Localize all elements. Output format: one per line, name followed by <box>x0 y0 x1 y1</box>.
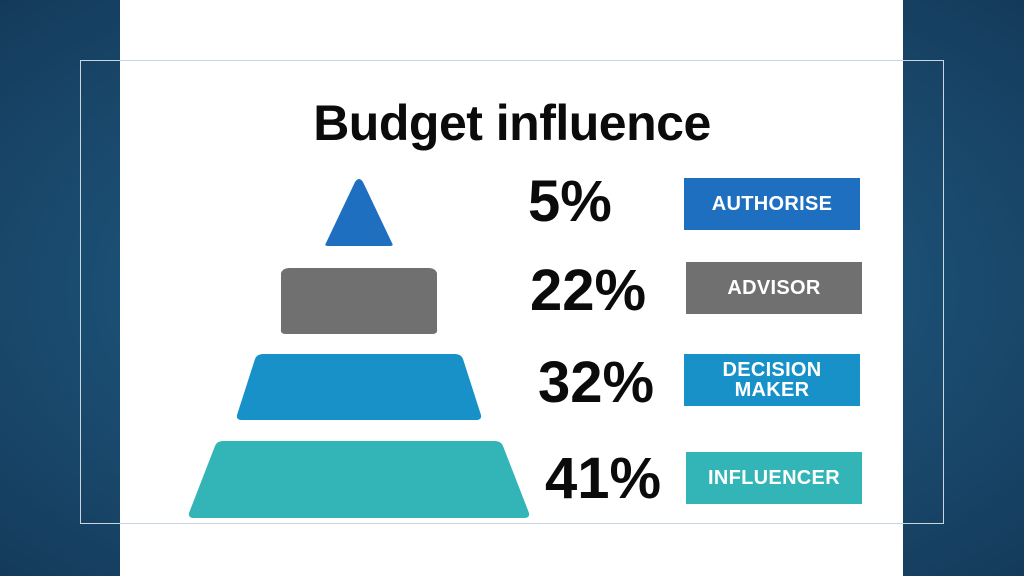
pyramid-tier-advisor <box>280 268 438 334</box>
value-label-decision-maker: 32% <box>538 350 655 415</box>
category-label-influencer: INFLUENCER <box>686 452 862 504</box>
category-label-authorise: AUTHORISE <box>684 178 860 230</box>
value-label-advisor: 22% <box>530 258 647 323</box>
pyramid-tier-authorise <box>325 179 393 246</box>
chart-title: Budget influence <box>313 95 711 151</box>
value-label-influencer: 41% <box>545 446 662 511</box>
category-label-decision-maker: DECISION MAKER <box>684 354 860 406</box>
pyramid-tier-decision-maker <box>236 354 482 420</box>
category-label-advisor: ADVISOR <box>686 262 862 314</box>
pyramid-tier-influencer <box>188 441 530 518</box>
value-label-authorise: 5% <box>528 169 612 234</box>
